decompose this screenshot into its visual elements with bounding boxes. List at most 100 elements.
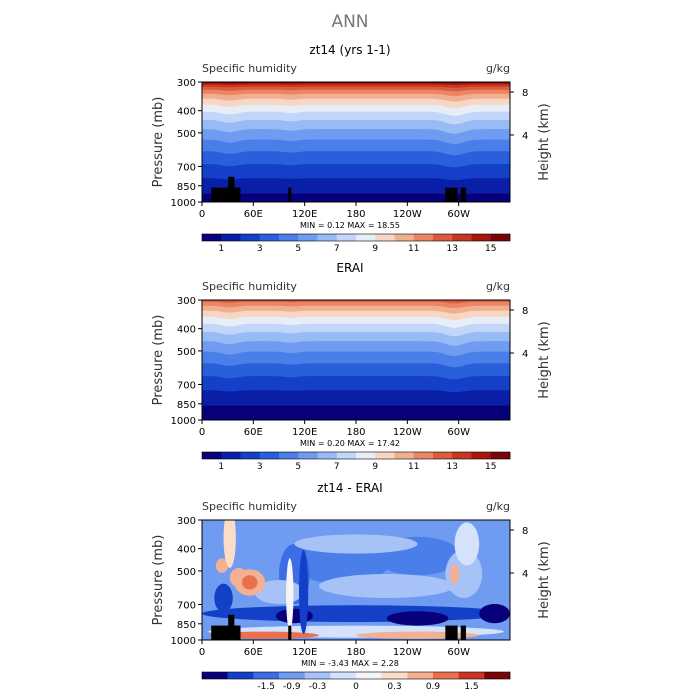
x-tick-label: 60W <box>447 427 470 438</box>
colorbar-label: 15 <box>485 462 496 472</box>
colorbar-label: 15 <box>485 244 496 254</box>
y-right-tick-label: 8 <box>522 526 528 537</box>
colorbar-swatch <box>490 452 511 459</box>
colorbar-frame <box>201 451 511 460</box>
panel-title: zt14 (yrs 1-1) <box>309 43 390 57</box>
y-tick-label: 400 <box>177 107 196 118</box>
x-tick-label: 0 <box>199 209 205 220</box>
land-mask <box>228 176 235 202</box>
colorbar-label: 9 <box>372 462 378 472</box>
y-right-tick-label: 8 <box>522 88 528 99</box>
x-tick-label: 120E <box>292 209 317 220</box>
panel-units: g/kg <box>486 280 510 293</box>
colorbar-swatch <box>484 672 511 679</box>
y-tick-label: 1000 <box>171 416 196 427</box>
colorbar-frame <box>201 233 511 242</box>
colorbar-swatch <box>240 234 261 241</box>
figure-title: ANN <box>331 12 369 32</box>
colorbar-swatch <box>298 234 318 241</box>
contour-region <box>454 522 480 566</box>
y-tick-label: 500 <box>177 347 196 358</box>
x-tick-label: 120E <box>292 647 317 658</box>
colorbar-swatch <box>490 234 511 241</box>
contour-region <box>214 583 233 613</box>
colorbar-swatch <box>317 234 338 241</box>
land-mask <box>288 187 292 202</box>
colorbar-swatch <box>413 452 434 459</box>
contour-region <box>386 611 449 626</box>
panel-stats: MIN = 0.12 MAX = 18.55 <box>300 221 400 230</box>
land-mask <box>228 614 235 640</box>
colorbar-swatch <box>202 452 222 459</box>
colorbar-swatch <box>433 672 459 679</box>
panel-stats: MIN = 0.20 MAX = 17.42 <box>300 439 400 448</box>
colorbar-swatch <box>471 452 492 459</box>
x-tick-label: 120W <box>393 647 422 658</box>
y-tick-label: 700 <box>177 380 196 391</box>
colorbar-swatch <box>356 672 382 679</box>
colorbar-swatch <box>259 452 280 459</box>
colorbar-swatch <box>221 234 241 241</box>
land-mask <box>460 187 466 202</box>
panel-variable: Specific humidity <box>202 62 297 75</box>
land-mask <box>445 625 458 640</box>
colorbar-swatch <box>458 672 485 679</box>
y-tick-label: 850 <box>177 182 196 193</box>
contour-region <box>202 605 510 622</box>
colorbar-label: 11 <box>408 462 419 472</box>
colorbar-swatch <box>304 672 331 679</box>
colorbar-swatch <box>433 234 453 241</box>
colorbar-label: -0.9 <box>283 682 301 692</box>
land-mask <box>460 625 466 640</box>
contour-region <box>286 558 294 631</box>
colorbar-label: 7 <box>334 244 340 254</box>
colorbar-label: 3 <box>257 462 263 472</box>
x-tick-label: 180 <box>346 209 365 220</box>
x-tick-label: 60W <box>447 209 470 220</box>
y-tick-label: 400 <box>177 545 196 556</box>
y-tick-label: 850 <box>177 400 196 411</box>
colorbar-swatch <box>452 452 472 459</box>
colorbar-swatch <box>298 452 318 459</box>
land-mask <box>445 187 458 202</box>
y-right-tick-label: 4 <box>522 349 528 360</box>
colorbar-swatch <box>336 452 357 459</box>
y-axis-label: Pressure (mb) <box>151 535 166 626</box>
heatmap-field <box>202 520 510 640</box>
colorbar-swatch <box>375 452 395 459</box>
y-axis-label-right: Height (km) <box>537 541 552 618</box>
y-axis-label: Pressure (mb) <box>151 97 166 188</box>
panel-title: ERAI <box>336 261 363 275</box>
x-tick-label: 60E <box>244 427 263 438</box>
y-axis-label-right: Height (km) <box>537 321 552 398</box>
panel-units: g/kg <box>486 500 510 513</box>
colorbar-label: -1.5 <box>257 682 275 692</box>
colorbar-swatch <box>433 452 453 459</box>
y-tick-label: 1000 <box>171 198 196 209</box>
y-tick-label: 850 <box>177 620 196 631</box>
land-mask <box>234 625 241 640</box>
colorbar-swatch <box>227 672 254 679</box>
x-tick-label: 120W <box>393 209 422 220</box>
colorbar-label: 1 <box>218 244 224 254</box>
y-tick-label: 400 <box>177 325 196 336</box>
colorbar-label: 3 <box>257 244 263 254</box>
colorbar-label: -0.3 <box>309 682 327 692</box>
colorbar-swatch <box>407 672 434 679</box>
y-tick-label: 500 <box>177 567 196 578</box>
colorbar-swatch <box>356 452 376 459</box>
colorbar-swatch <box>471 234 492 241</box>
colorbar-swatch <box>356 234 376 241</box>
colorbar-swatch <box>394 452 415 459</box>
colorbar-swatch <box>279 234 299 241</box>
y-tick-label: 700 <box>177 600 196 611</box>
colorbar-swatch <box>240 452 261 459</box>
y-axis-label: Pressure (mb) <box>151 315 166 406</box>
y-right-tick-label: 8 <box>522 306 528 317</box>
colorbar-swatch <box>279 672 305 679</box>
contour-region <box>215 558 229 573</box>
panel-stats: MIN = -3.43 MAX = 2.28 <box>301 659 399 668</box>
y-tick-label: 700 <box>177 162 196 173</box>
